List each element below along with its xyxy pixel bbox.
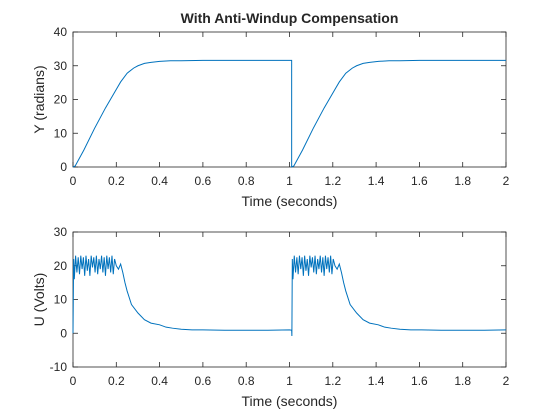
y-tick-label: 10 — [54, 293, 68, 307]
x-tick-label: 1.6 — [411, 374, 428, 388]
x-tick-label: 1.4 — [368, 174, 385, 188]
x-tick-label: 0.4 — [151, 174, 168, 188]
x-tick-label: 0.2 — [108, 374, 125, 388]
x-tick-label: 0.4 — [151, 374, 168, 388]
x-tick-label: 0.8 — [238, 174, 255, 188]
y-tick-label: 0 — [60, 160, 67, 174]
y-tick-label: 0 — [60, 326, 67, 340]
y-tick-label: 20 — [54, 259, 68, 273]
x-tick-label: 1 — [286, 174, 293, 188]
x-tick-label: 0.2 — [108, 174, 125, 188]
axes-top-frame — [72, 31, 507, 168]
x-tick-label: 1.2 — [324, 374, 341, 388]
x-tick-label: 0.6 — [195, 174, 212, 188]
y-axis-label: U (Volts) — [31, 273, 47, 327]
x-tick-label: 2 — [503, 374, 510, 388]
x-tick-label: 0.6 — [195, 374, 212, 388]
y-tick-label: 40 — [54, 25, 68, 39]
y-tick-label: 10 — [54, 126, 68, 140]
axes-bottom-frame — [72, 231, 507, 368]
x-tick-label: 1.8 — [454, 374, 471, 388]
axes-top-plot-area — [72, 59, 506, 168]
x-tick-label: 0.8 — [238, 374, 255, 388]
x-tick-label: 1 — [286, 374, 293, 388]
x-tick-label: 0 — [70, 174, 77, 188]
axes-bottom-plot-area — [72, 255, 507, 336]
series-line-y — [72, 59, 506, 168]
x-tick-label: 1.6 — [411, 174, 428, 188]
y-tick-label: 30 — [54, 59, 68, 73]
x-tick-label: 1.4 — [368, 374, 385, 388]
y-tick-label: -10 — [50, 360, 68, 374]
y-tick-label: 30 — [54, 225, 68, 239]
x-tick-label: 1.2 — [324, 174, 341, 188]
series-line-u — [72, 255, 507, 336]
x-axis-label: Time (seconds) — [242, 193, 338, 209]
x-axis-label: Time (seconds) — [242, 393, 338, 409]
x-tick-label: 1.8 — [454, 174, 471, 188]
y-axis-label: Y (radians) — [31, 65, 47, 133]
x-tick-label: 2 — [503, 174, 510, 188]
y-tick-label: 20 — [54, 93, 68, 107]
chart-title: With Anti-Windup Compensation — [181, 10, 399, 26]
x-tick-label: 0 — [70, 374, 77, 388]
